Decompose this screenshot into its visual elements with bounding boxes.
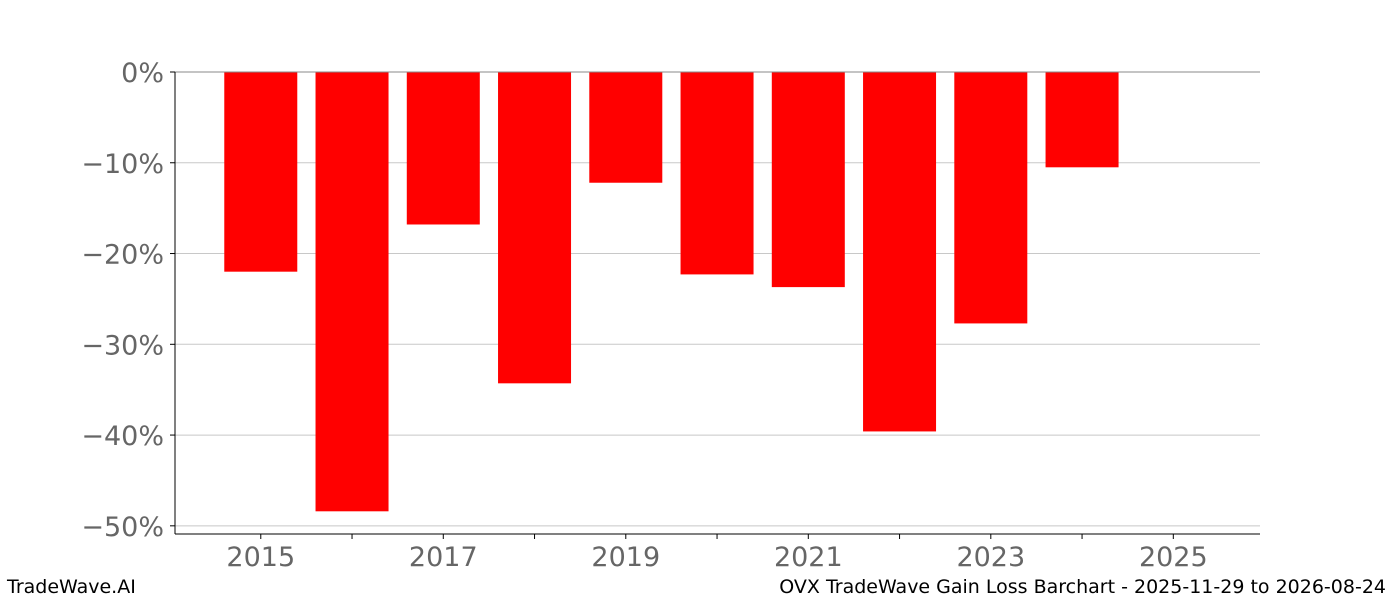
- bar-2018: [498, 72, 572, 384]
- y-tick-label: −10%: [81, 149, 164, 180]
- x-tick-label: 2019: [591, 542, 660, 573]
- bar-2020: [680, 72, 754, 275]
- y-tick-label: 0%: [121, 58, 164, 89]
- bar-2024: [1045, 72, 1119, 168]
- bar-2015: [224, 72, 298, 272]
- x-tick-label: 2015: [226, 542, 295, 573]
- x-tick-label: 2023: [956, 542, 1025, 573]
- bar-2022: [863, 72, 937, 432]
- x-tick-label: 2025: [1139, 542, 1208, 573]
- y-tick-label: −50%: [81, 512, 164, 543]
- x-tick-label: 2021: [774, 542, 843, 573]
- y-tick-label: −40%: [81, 421, 164, 452]
- bar-2016: [315, 72, 389, 512]
- bar-2019: [589, 72, 663, 183]
- chart-caption: OVX TradeWave Gain Loss Barchart - 2025-…: [779, 576, 1386, 598]
- bar-2021: [771, 72, 845, 288]
- x-tick-label: 2017: [409, 542, 478, 573]
- y-tick-label: −30%: [81, 330, 164, 361]
- bar-2017: [406, 72, 480, 225]
- brand-label: TradeWave.AI: [7, 576, 136, 598]
- bar-2023: [954, 72, 1028, 324]
- y-tick-label: −20%: [81, 240, 164, 271]
